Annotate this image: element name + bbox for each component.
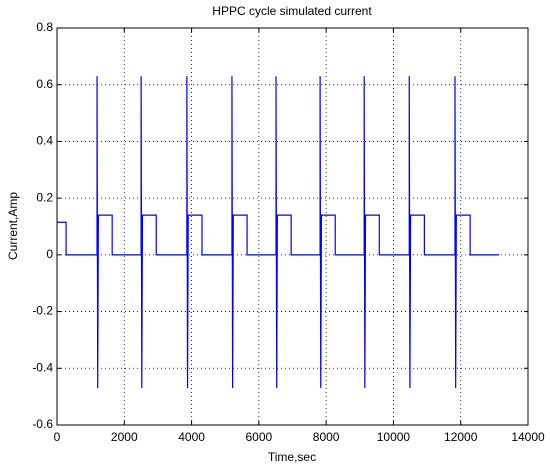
chart-title: HPPC cycle simulated current — [212, 4, 372, 18]
x-tick-label: 0 — [54, 430, 61, 444]
x-tick-label: 14000 — [511, 430, 545, 444]
y-tick-label: 0.2 — [36, 190, 53, 204]
plot-frame — [56, 27, 529, 426]
y-tick-label: 0 — [46, 247, 53, 261]
y-tick-label: 0.8 — [36, 20, 53, 34]
current-line — [57, 76, 500, 389]
x-axis-label: Time,sec — [268, 450, 316, 464]
x-tick-label: 10000 — [377, 430, 411, 444]
y-tick-label: -0.6 — [32, 417, 53, 431]
y-tick-label: 0.6 — [36, 77, 53, 91]
y-tick-label: -0.4 — [32, 360, 53, 374]
x-tick-label: 2000 — [111, 430, 138, 444]
y-tick-label: -0.2 — [32, 304, 53, 318]
x-tick-label: 4000 — [178, 430, 205, 444]
x-tick-label: 6000 — [246, 430, 273, 444]
x-tick-label: 8000 — [313, 430, 340, 444]
y-axis-label: Current,Amp — [6, 192, 20, 260]
x-tick-label: 12000 — [444, 430, 478, 444]
y-tick-label: 0.4 — [36, 134, 53, 148]
